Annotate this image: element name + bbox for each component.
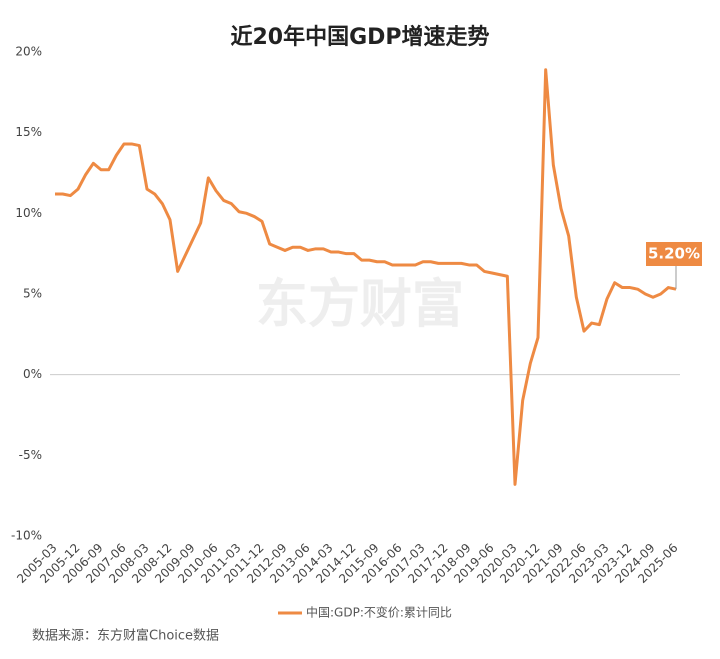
y-tick-label: 5% [23,287,42,301]
y-tick-label: 20% [15,45,42,59]
y-tick-label: 10% [15,206,42,220]
value-label-box [646,242,702,266]
source-note: 数据来源：东方财富Choice数据 [32,628,219,644]
data-line [55,68,677,486]
chart-title: 近20年中国GDP增速走势 [230,24,489,50]
value-label: 5.20% [648,245,700,263]
y-tick-label: -10% [11,529,42,543]
y-tick-label: 15% [15,125,42,139]
y-tick-label: -5% [19,448,42,462]
watermark: 东方财富 [256,275,464,335]
legend-label: 中国:GDP:不变价:累计同比 [306,605,452,620]
y-tick-label: 0% [23,367,42,381]
